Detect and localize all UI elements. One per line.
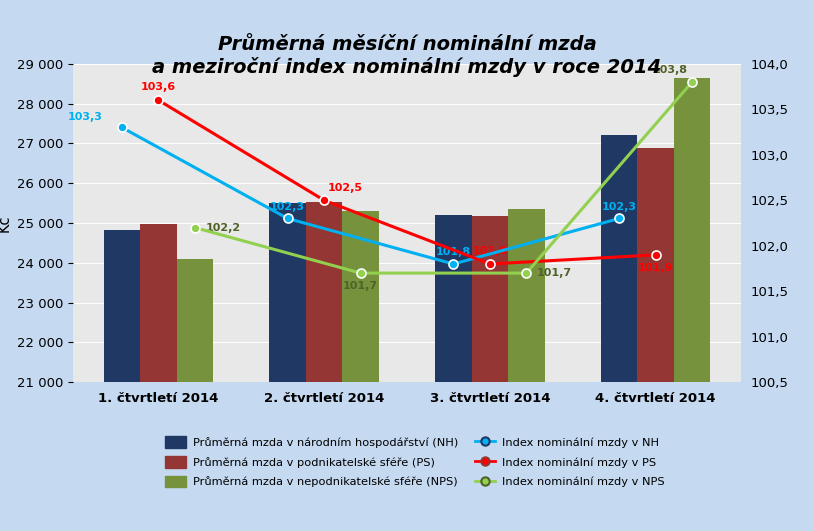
Text: Průměrná měsíční nominální mzda
a meziroční index nominální mzdy v roce 2014: Průměrná měsíční nominální mzda a meziro…	[152, 35, 662, 76]
Text: 101,9: 101,9	[638, 263, 673, 272]
Text: 103,3: 103,3	[68, 112, 103, 122]
Bar	[269, 203, 306, 531]
Bar	[471, 216, 508, 531]
Bar	[306, 202, 343, 531]
Y-axis label: Kč: Kč	[0, 215, 11, 232]
Bar	[343, 211, 379, 531]
Text: 102,3: 102,3	[270, 202, 305, 212]
Bar	[601, 135, 637, 531]
Bar	[637, 148, 674, 531]
Text: 101,8: 101,8	[435, 247, 471, 257]
Bar	[140, 224, 177, 531]
Text: 102,5: 102,5	[328, 183, 363, 193]
Bar	[674, 78, 711, 531]
Text: 101,7: 101,7	[343, 281, 379, 291]
Text: 101,8: 101,8	[472, 246, 507, 256]
Bar	[508, 209, 545, 531]
Legend: Průměrná mzda v národním hospodářství (NH), Průměrná mzda v podnikatelské sféře : Průměrná mzda v národním hospodářství (N…	[160, 431, 671, 493]
Text: 101,7: 101,7	[537, 268, 572, 278]
Bar	[103, 230, 140, 531]
Bar	[177, 259, 213, 531]
Bar	[435, 215, 471, 531]
Text: 102,2: 102,2	[205, 222, 240, 233]
Text: 102,3: 102,3	[602, 202, 637, 212]
Text: 103,8: 103,8	[653, 65, 688, 75]
Text: 103,6: 103,6	[141, 82, 176, 92]
